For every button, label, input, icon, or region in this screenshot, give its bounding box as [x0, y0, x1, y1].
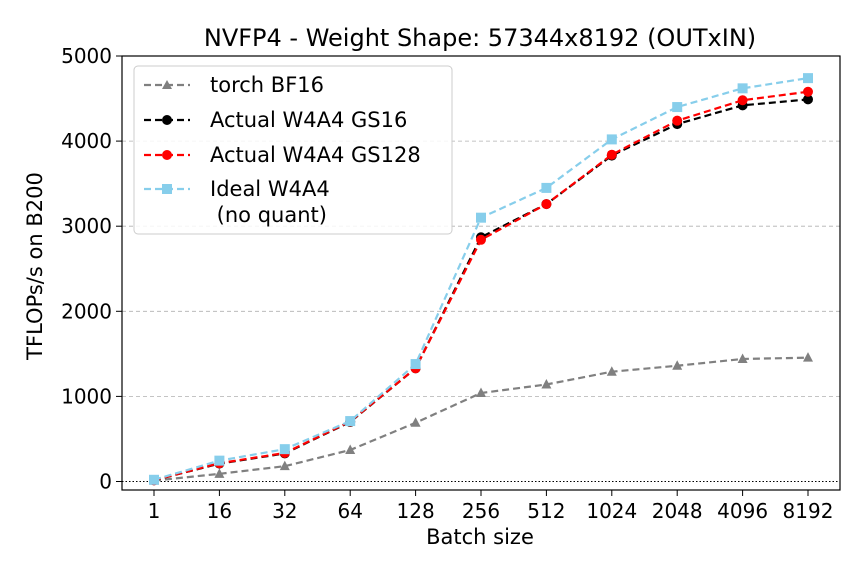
data-point — [476, 387, 486, 397]
data-point — [803, 94, 813, 105]
chart-title: NVFP4 - Weight Shape: 57344x8192 (OUTxIN… — [204, 24, 756, 52]
data-point — [279, 460, 290, 471]
legend-box — [133, 65, 453, 235]
legend-item-actual-gs128: Actual W4A4 GS128 — [144, 143, 421, 167]
series-line — [153, 356, 809, 482]
data-point — [410, 417, 421, 427]
y-tick-label: 0 — [99, 469, 112, 493]
data-point — [672, 102, 683, 113]
data-point — [606, 149, 617, 160]
data-point — [606, 366, 617, 376]
y-tick-label: 2000 — [61, 299, 112, 323]
legend-label: Ideal W4A4 — [210, 177, 330, 201]
series-0 — [149, 352, 813, 485]
data-point — [803, 352, 813, 362]
axis-ticks: 0 1000 2000 3000 4000 5000 1 16 32 64 128 256 512 102… — [61, 44, 833, 523]
data-point — [410, 359, 421, 370]
y-tick-label: 3000 — [61, 214, 112, 238]
x-tick-label: 16 — [207, 499, 232, 523]
data-point — [803, 73, 813, 84]
data-point — [737, 95, 748, 106]
data-point — [541, 199, 552, 210]
x-tick-label: 1 — [148, 499, 161, 523]
series-layer — [149, 73, 813, 486]
x-tick-label: 512 — [527, 499, 565, 523]
series-3 — [149, 73, 813, 485]
legend-item-ideal: Ideal W4A4 (no quant) — [144, 177, 330, 227]
data-point — [476, 234, 486, 245]
x-axis-label: Batch size — [426, 525, 534, 549]
y-tick-label: 5000 — [61, 44, 112, 68]
y-axis-label: TFLOPs/s on B200 — [23, 172, 47, 361]
data-point — [541, 378, 552, 389]
data-point — [345, 444, 356, 455]
x-tick-label: 2048 — [652, 499, 703, 523]
data-point — [214, 455, 225, 466]
x-tick-label: 256 — [462, 499, 500, 523]
legend-item-actual-gs16: Actual W4A4 GS16 — [144, 108, 407, 132]
x-tick-label: 4096 — [717, 499, 768, 523]
data-point — [737, 353, 748, 363]
x-tick-label: 8192 — [783, 499, 834, 523]
data-point — [672, 360, 683, 370]
y-tick-label: 1000 — [61, 384, 112, 408]
x-tick-label: 1024 — [586, 499, 637, 523]
data-point — [214, 468, 225, 478]
data-point — [606, 134, 617, 145]
data-point — [541, 182, 552, 193]
x-tick-label: 32 — [272, 499, 297, 523]
x-tick-label: 128 — [397, 499, 435, 523]
circle-marker-icon — [162, 150, 172, 160]
data-point — [345, 416, 356, 427]
data-point — [149, 474, 159, 485]
legend-label: Actual W4A4 GS16 — [210, 108, 407, 132]
legend-label: Actual W4A4 GS128 — [210, 143, 421, 167]
legend-label-line2: (no quant) — [210, 203, 327, 227]
data-point — [672, 115, 683, 126]
square-marker-icon — [162, 184, 172, 194]
y-tick-label: 4000 — [61, 129, 112, 153]
data-point — [803, 86, 813, 97]
data-point — [279, 444, 290, 455]
data-point — [476, 212, 486, 223]
legend-item-torch-bf16: torch BF16 — [144, 73, 324, 97]
circle-marker-icon — [162, 115, 172, 125]
x-tick-label: 64 — [337, 499, 362, 523]
triangle-marker-icon — [162, 80, 172, 89]
legend-label: torch BF16 — [210, 73, 324, 97]
data-point — [737, 83, 748, 94]
legend: torch BF16 Actual W4A4 GS16 Actual W4A4 … — [133, 65, 453, 235]
